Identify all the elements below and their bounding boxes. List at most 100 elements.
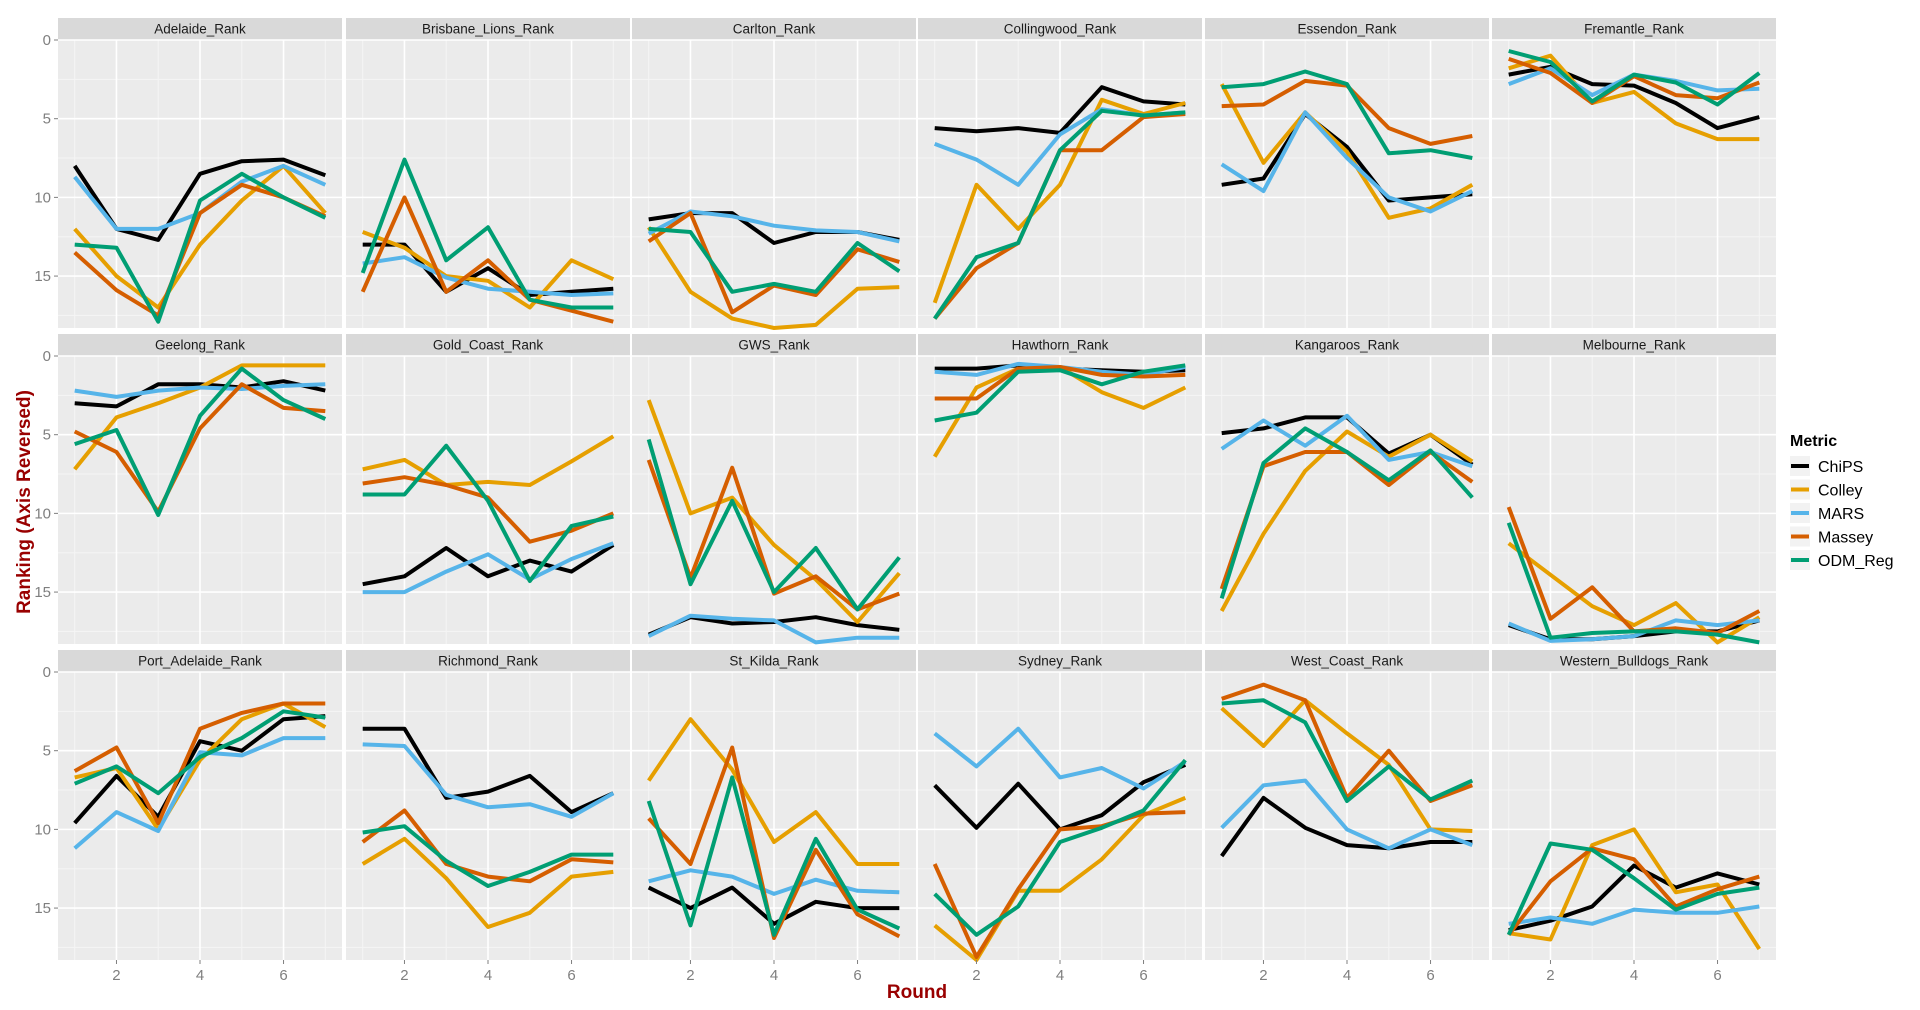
facet-panel: Hawthorn_Rank bbox=[918, 334, 1202, 644]
series-line-massey bbox=[73, 701, 326, 826]
facet-panel: Gold_Coast_Rank bbox=[346, 334, 630, 644]
y-tick-label: 15 bbox=[34, 268, 51, 285]
facet-strip bbox=[346, 334, 630, 356]
facet-strip bbox=[1205, 334, 1489, 356]
facet-panel: Geelong_Rank 0 5 10 15 bbox=[34, 334, 342, 644]
y-tick-label: 10 bbox=[34, 505, 51, 522]
legend-label: MARS bbox=[1818, 506, 1864, 523]
series-line-odm-reg bbox=[934, 363, 1186, 423]
x-tick-label: 6 bbox=[279, 967, 287, 984]
y-tick-label: 0 bbox=[43, 348, 51, 365]
series-line-chips bbox=[362, 543, 615, 587]
x-axis-title: Round bbox=[887, 982, 947, 1003]
series-line-massey bbox=[934, 365, 1186, 401]
series-line-colley bbox=[647, 226, 900, 330]
facet-title: Melbourne_Rank bbox=[1583, 338, 1686, 353]
series-line-chips bbox=[1220, 795, 1473, 858]
series-line-colley bbox=[1219, 429, 1474, 612]
facet-panel: Collingwood_Rank bbox=[918, 18, 1202, 328]
x-tick-label: 6 bbox=[853, 967, 861, 984]
legend-item: Massey bbox=[1790, 526, 1873, 547]
series-line-mars bbox=[1507, 618, 1760, 643]
x-tick-label: 4 bbox=[770, 967, 778, 984]
series-line-colley bbox=[362, 434, 615, 487]
x-tick-label: 2 bbox=[686, 967, 694, 984]
series-line-odm-reg bbox=[1221, 69, 1473, 160]
facet-strip bbox=[632, 650, 916, 672]
series-line-odm-reg bbox=[74, 171, 327, 324]
series-line-chips bbox=[73, 714, 326, 825]
facet-strip bbox=[918, 18, 1202, 40]
series-line-colley bbox=[1508, 53, 1760, 142]
x-tick-label: 6 bbox=[1139, 967, 1147, 984]
series-line-odm-reg bbox=[1221, 698, 1474, 803]
facet-strip bbox=[58, 334, 342, 356]
legend-label: Massey bbox=[1818, 530, 1873, 547]
facet-title: Brisbane_Lions_Rank bbox=[422, 22, 554, 37]
facet-panel: St_Kilda_Rank 2 4 6 bbox=[632, 650, 916, 984]
legend-title: Metric bbox=[1790, 433, 1837, 450]
series-line-odm-reg bbox=[646, 438, 901, 612]
legend-item: ChiPS bbox=[1790, 456, 1863, 476]
facet-strip bbox=[1492, 334, 1776, 356]
series-line-mars bbox=[74, 382, 326, 399]
series-line-odm-reg bbox=[1506, 522, 1760, 645]
series-line-massey bbox=[360, 195, 614, 324]
facet-strip bbox=[918, 334, 1202, 356]
y-tick-label: 5 bbox=[43, 111, 51, 128]
series-line-colley bbox=[1508, 827, 1761, 951]
facet-panel: Sydney_Rank 2 4 6 bbox=[918, 650, 1202, 984]
series-line-mars bbox=[1220, 110, 1474, 214]
facet-strip bbox=[1492, 18, 1776, 40]
y-tick-label: 5 bbox=[43, 743, 51, 760]
facet-panel: Essendon_Rank bbox=[1205, 18, 1489, 328]
series-line-massey bbox=[932, 810, 1186, 959]
series-line-colley bbox=[361, 836, 614, 929]
facet-title: Western_Bulldogs_Rank bbox=[1560, 654, 1709, 669]
series-line-odm-reg bbox=[362, 824, 614, 888]
x-tick-label: 4 bbox=[1343, 967, 1351, 984]
series-line-chips bbox=[362, 242, 614, 297]
series-line-colley bbox=[646, 399, 901, 624]
series-line-massey bbox=[361, 808, 614, 884]
y-axis-title: Ranking (Axis Reversed) bbox=[14, 390, 35, 614]
series-line-mars bbox=[648, 868, 900, 896]
x-tick-label: 4 bbox=[1056, 967, 1064, 984]
y-tick-label: 15 bbox=[34, 900, 51, 917]
series-line-odm-reg bbox=[1219, 426, 1474, 599]
series-line-colley bbox=[1219, 83, 1474, 220]
x-tick-label: 2 bbox=[112, 967, 120, 984]
x-tick-label: 2 bbox=[1546, 967, 1554, 984]
series-line-mars bbox=[362, 255, 614, 297]
series-line-odm-reg bbox=[1506, 841, 1760, 936]
facet-panel: GWS_Rank bbox=[632, 334, 916, 645]
y-tick-label: 10 bbox=[34, 189, 51, 206]
series-line-mars bbox=[1220, 778, 1474, 851]
series-line-colley bbox=[361, 230, 615, 310]
facet-title: Adelaide_Rank bbox=[154, 22, 246, 37]
y-tick-label: 0 bbox=[43, 664, 51, 681]
series-line-odm-reg bbox=[73, 709, 326, 796]
facet-panel: Kangaroos_Rank bbox=[1205, 334, 1489, 644]
x-tick-label: 4 bbox=[196, 967, 204, 984]
series-line-chips bbox=[74, 379, 326, 409]
facet-title: St_Kilda_Rank bbox=[729, 654, 819, 669]
facet-title: West_Coast_Rank bbox=[1291, 654, 1404, 669]
y-tick-label: 5 bbox=[43, 427, 51, 444]
facet-strip bbox=[1205, 650, 1489, 672]
facet-strip bbox=[632, 18, 916, 40]
facet-panel: Adelaide_Rank 0 5 10 15 bbox=[34, 18, 342, 328]
facet-title: Port_Adelaide_Rank bbox=[138, 654, 262, 669]
series-line-chips bbox=[1221, 112, 1473, 203]
series-line-massey bbox=[1507, 846, 1760, 937]
y-tick-label: 15 bbox=[34, 584, 51, 601]
series-line-mars bbox=[1508, 904, 1760, 926]
legend-label: Colley bbox=[1818, 483, 1862, 500]
series-line-colley bbox=[647, 717, 900, 866]
facet-title: Sydney_Rank bbox=[1018, 654, 1102, 669]
series-line-odm-reg bbox=[648, 226, 901, 294]
facet-strip bbox=[632, 334, 916, 356]
legend-item: ODM_Reg bbox=[1790, 550, 1894, 570]
facet-title: Essendon_Rank bbox=[1297, 22, 1396, 37]
facet-strip bbox=[346, 650, 630, 672]
